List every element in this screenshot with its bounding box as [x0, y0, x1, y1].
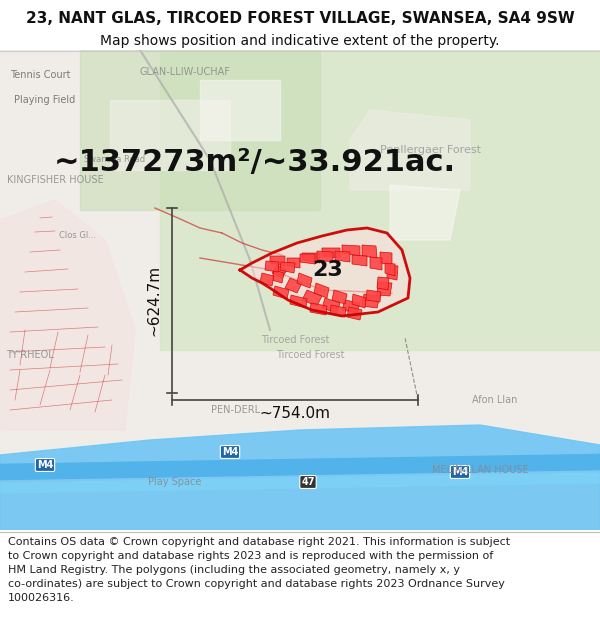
Polygon shape — [290, 295, 307, 308]
Polygon shape — [377, 282, 392, 296]
Text: Penllergaer Forest: Penllergaer Forest — [380, 145, 481, 155]
Text: Tennis Court: Tennis Court — [10, 70, 70, 80]
Polygon shape — [314, 283, 329, 298]
Polygon shape — [302, 290, 322, 306]
Text: KINGFISHER HOUSE: KINGFISHER HOUSE — [7, 175, 103, 185]
Polygon shape — [350, 110, 470, 190]
Polygon shape — [352, 255, 367, 266]
Polygon shape — [270, 256, 285, 266]
Text: GLAN-LLIW-UCHAF: GLAN-LLIW-UCHAF — [140, 67, 230, 77]
Text: 47: 47 — [301, 477, 315, 487]
Text: M4: M4 — [222, 447, 238, 457]
Polygon shape — [260, 273, 274, 286]
Text: M4: M4 — [37, 460, 53, 470]
Polygon shape — [330, 305, 346, 317]
Polygon shape — [310, 303, 327, 315]
Text: M4: M4 — [452, 467, 468, 477]
Polygon shape — [300, 254, 315, 264]
Polygon shape — [240, 228, 410, 316]
Polygon shape — [366, 290, 381, 302]
Polygon shape — [273, 286, 289, 299]
Text: ~754.0m: ~754.0m — [260, 406, 331, 421]
Polygon shape — [272, 270, 284, 283]
Polygon shape — [322, 298, 340, 313]
Polygon shape — [347, 307, 362, 320]
Polygon shape — [380, 252, 392, 265]
Polygon shape — [342, 245, 360, 256]
Polygon shape — [80, 50, 320, 210]
Polygon shape — [297, 273, 312, 288]
Polygon shape — [200, 80, 280, 140]
Polygon shape — [302, 253, 320, 263]
Text: TY'RHEOL: TY'RHEOL — [6, 350, 54, 360]
Polygon shape — [335, 251, 350, 262]
Text: co-ordinates) are subject to Crown copyright and database rights 2023 Ordnance S: co-ordinates) are subject to Crown copyr… — [8, 579, 505, 589]
Polygon shape — [285, 278, 302, 293]
Text: 23, NANT GLAS, TIRCOED FOREST VILLAGE, SWANSEA, SA4 9SW: 23, NANT GLAS, TIRCOED FOREST VILLAGE, S… — [26, 11, 574, 26]
Polygon shape — [272, 265, 287, 278]
Text: Playing Field: Playing Field — [14, 95, 76, 105]
Polygon shape — [317, 251, 333, 262]
Text: Swansea Road: Swansea Road — [85, 156, 146, 164]
Text: Afon Llan: Afon Llan — [472, 395, 518, 405]
Polygon shape — [387, 265, 398, 280]
Polygon shape — [370, 257, 382, 270]
Polygon shape — [385, 263, 395, 276]
Text: 23: 23 — [313, 260, 343, 280]
Polygon shape — [0, 425, 600, 530]
Text: HM Land Registry. The polygons (including the associated geometry, namely x, y: HM Land Registry. The polygons (includin… — [8, 565, 460, 575]
Polygon shape — [362, 294, 380, 308]
Polygon shape — [287, 258, 300, 268]
Text: to Crown copyright and database rights 2023 and is reproduced with the permissio: to Crown copyright and database rights 2… — [8, 551, 493, 561]
Polygon shape — [342, 300, 360, 313]
Text: Tircoed Forest: Tircoed Forest — [276, 350, 344, 360]
Polygon shape — [362, 245, 377, 258]
Polygon shape — [160, 50, 600, 350]
Polygon shape — [0, 200, 135, 430]
Polygon shape — [377, 277, 389, 290]
Polygon shape — [265, 261, 279, 272]
Text: Clos Gl...: Clos Gl... — [59, 231, 97, 239]
Polygon shape — [280, 262, 295, 273]
Text: 100026316.: 100026316. — [8, 593, 75, 603]
Polygon shape — [322, 248, 340, 258]
Text: MELIN-LLAN HOUSE: MELIN-LLAN HOUSE — [431, 465, 529, 475]
Text: ~624.7m: ~624.7m — [146, 265, 161, 336]
Polygon shape — [390, 185, 460, 240]
Polygon shape — [332, 290, 347, 304]
Text: Contains OS data © Crown copyright and database right 2021. This information is : Contains OS data © Crown copyright and d… — [8, 537, 510, 547]
Text: ~137273m²/~33.921ac.: ~137273m²/~33.921ac. — [54, 148, 456, 176]
Text: PEN-DERL...: PEN-DERL... — [211, 405, 269, 415]
Text: Play Space: Play Space — [148, 477, 202, 487]
Text: Map shows position and indicative extent of the property.: Map shows position and indicative extent… — [100, 34, 500, 48]
Text: Tircoed Forest: Tircoed Forest — [261, 335, 329, 345]
Polygon shape — [110, 100, 230, 170]
Polygon shape — [352, 294, 366, 308]
